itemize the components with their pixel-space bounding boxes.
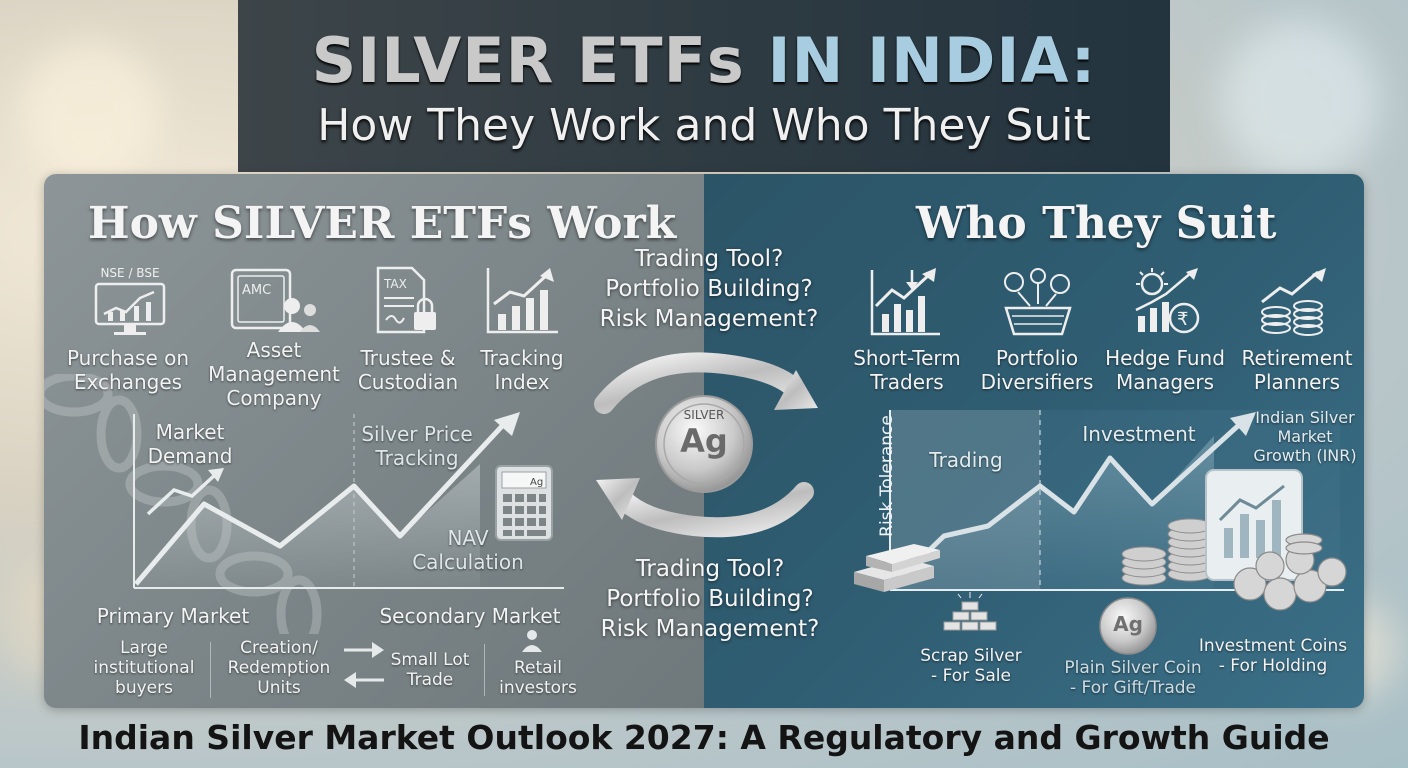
retirement-coins-icon bbox=[1258, 266, 1334, 338]
short-term-traders-label: Short-Term Traders bbox=[853, 346, 961, 394]
purchase-on-exchanges-label: Purchase on Exchanges bbox=[66, 346, 190, 394]
questions-bottom: Trading Tool? Portfolio Building? Risk M… bbox=[600, 556, 820, 642]
coin-stacks-icon bbox=[1121, 518, 1213, 586]
nav-calculation-label: NAV Calculation bbox=[412, 526, 524, 574]
divider bbox=[484, 644, 485, 696]
secondary-market-label: Secondary Market bbox=[379, 604, 561, 628]
silver-price-tracking-label: Silver Price Tracking bbox=[361, 422, 473, 470]
short-term-trader-icon bbox=[868, 266, 944, 338]
small-lot-trade-label: Small Lot Trade bbox=[390, 650, 470, 690]
asset-management-company-label: Asset Management Company bbox=[208, 338, 340, 410]
retail-investors-label: Retail investors bbox=[499, 658, 577, 698]
primary-market-label: Primary Market bbox=[96, 604, 250, 628]
svg-text:₹: ₹ bbox=[1177, 309, 1188, 330]
svg-text:TAX: TAX bbox=[383, 277, 407, 291]
background-bokeh bbox=[20, 40, 160, 180]
hedge-fund-icon: ₹ bbox=[1130, 266, 1204, 338]
market-growth-label: Indian Silver Market Growth (INR) bbox=[1253, 408, 1357, 465]
left-price-chart bbox=[133, 412, 564, 589]
divider bbox=[210, 642, 211, 698]
how-it-works-panel bbox=[44, 174, 704, 708]
market-demand-label: Market Demand bbox=[147, 420, 233, 468]
title-banner: SILVER ETFs IN INDIA: How They Work and … bbox=[238, 0, 1170, 172]
investment-coins-icon bbox=[1233, 533, 1347, 611]
plain-silver-coin-icon bbox=[1099, 597, 1157, 655]
nse-bse-tag: NSE / BSE bbox=[100, 266, 160, 280]
who-they-suit-heading: Who They Suit bbox=[916, 198, 1277, 249]
footer-caption: Indian Silver Market Outlook 2027: A Reg… bbox=[78, 718, 1330, 757]
amc-text: AMC bbox=[242, 283, 271, 298]
coin-ag-symbol: Ag bbox=[680, 422, 728, 460]
cycle-arrows-icon bbox=[594, 352, 818, 538]
background-bokeh bbox=[1220, 20, 1380, 180]
portfolio-diversifiers-label: Portfolio Diversifiers bbox=[980, 346, 1094, 394]
infographic-panel: How SILVER ETFs Work Who They Suit NSE /… bbox=[44, 174, 1364, 708]
main-title: SILVER ETFs IN INDIA: bbox=[238, 24, 1170, 97]
calculator-ag-tag: Ag bbox=[530, 477, 543, 488]
investment-zone-label: Investment bbox=[1082, 422, 1196, 446]
silver-coin-icon bbox=[655, 395, 753, 493]
scrap-silver-icon bbox=[943, 592, 997, 631]
hedge-fund-managers-label: Hedge Fund Managers bbox=[1105, 346, 1225, 394]
amc-safe-icon: AMC bbox=[230, 266, 320, 336]
investment-coins-label: Investment Coins - For Holding bbox=[1198, 636, 1348, 676]
how-it-works-heading: How SILVER ETFs Work bbox=[88, 198, 677, 249]
plain-silver-coin-label: Plain Silver Coin - For Gift/Trade bbox=[1064, 658, 1202, 698]
tracking-index-label: Tracking Index bbox=[480, 346, 564, 394]
trading-zone-label: Trading bbox=[929, 448, 1003, 472]
diversifier-basket-icon bbox=[1000, 268, 1076, 338]
plain-coin-ag-symbol: Ag bbox=[1113, 612, 1143, 636]
calculator-icon: Ag bbox=[494, 464, 554, 542]
trustee-custodian-label: Trustee & Custodian bbox=[357, 346, 459, 394]
creation-redemption-units-label: Creation/ Redemption Units bbox=[227, 638, 331, 698]
title-silver-etfs: SILVER ETFs bbox=[311, 24, 745, 97]
scrap-silver-label: Scrap Silver - For Sale bbox=[920, 646, 1022, 686]
coin-silver-text: SILVER bbox=[683, 408, 725, 422]
subtitle: How They Work and Who They Suit bbox=[317, 100, 1091, 151]
retail-investor-icon bbox=[522, 630, 542, 652]
tracking-chart-icon bbox=[484, 264, 560, 336]
exchange-monitor-icon: NSE / BSE bbox=[90, 266, 170, 340]
tax-document-icon: TAX bbox=[374, 266, 444, 338]
silver-bars-icon bbox=[854, 544, 940, 592]
questions-top: Trading Tool? Portfolio Building? Risk M… bbox=[599, 246, 819, 332]
flow-arrows-icon bbox=[344, 642, 384, 688]
risk-tolerance-axis-label: Risk Tolerance bbox=[877, 415, 897, 537]
title-in-india: IN INDIA: bbox=[767, 24, 1097, 97]
large-institutional-buyers-label: Large institutional buyers bbox=[93, 638, 195, 698]
risk-tolerance-chart bbox=[854, 410, 1347, 655]
retirement-planners-label: Retirement Planners bbox=[1241, 346, 1353, 394]
who-they-suit-panel bbox=[704, 174, 1364, 708]
